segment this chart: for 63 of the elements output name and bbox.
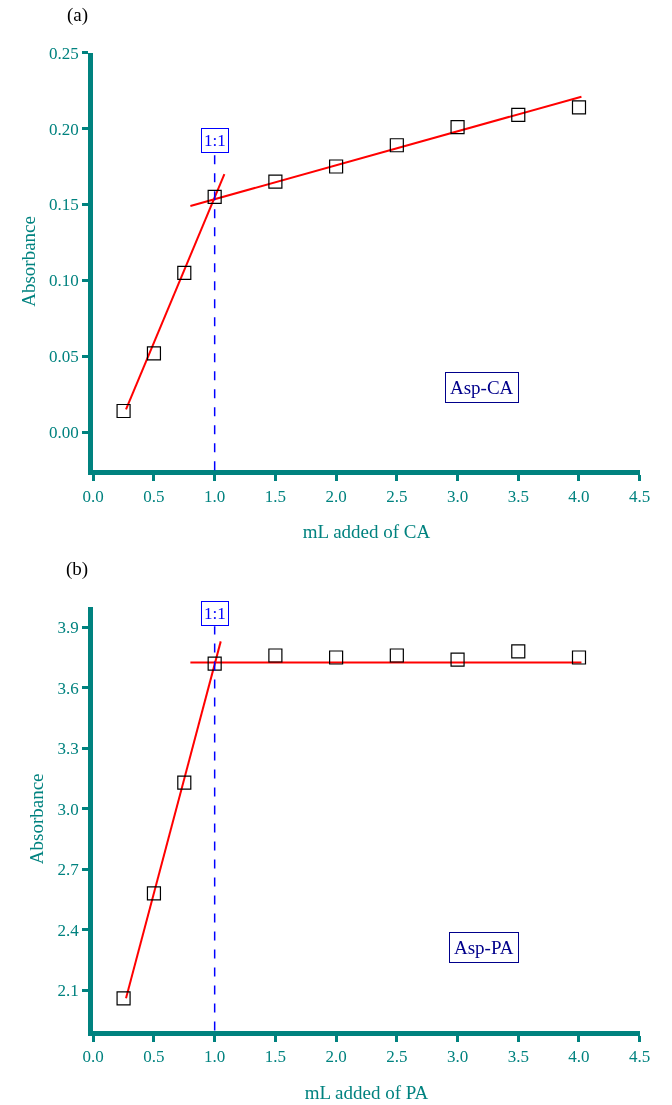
y-tick-label: 0.15	[49, 195, 79, 215]
point	[146, 346, 162, 361]
x-tick-label: 2.5	[386, 486, 408, 506]
point	[116, 991, 131, 1006]
point	[511, 644, 526, 659]
point	[571, 650, 587, 665]
y-tick-label: 3.6	[57, 678, 79, 698]
point	[389, 648, 404, 663]
x-axis-title: mL added of CA	[302, 521, 431, 543]
x-tick-label: 1.0	[204, 1047, 226, 1067]
annotation: Asp-CA	[450, 377, 514, 398]
y-tick-label: 0.20	[49, 119, 79, 139]
x-axis-title: mL added of PA	[304, 1081, 429, 1103]
chart-title: (a)	[67, 4, 89, 26]
x-tick-label: 2.0	[325, 486, 347, 506]
x-tick-label: 0.5	[143, 486, 165, 506]
x-tick-label: 0.5	[143, 1047, 165, 1067]
point	[450, 652, 465, 667]
point	[450, 119, 465, 135]
y-tick-label: 2.4	[57, 920, 80, 940]
x-tick-label: 4.0	[568, 486, 590, 506]
y-tick-label: 3.0	[57, 799, 79, 819]
y-tick-label: 2.7	[57, 860, 80, 880]
y-axis-title: Absorbance	[26, 773, 48, 865]
ref-line-label: 1:1	[204, 604, 226, 623]
y-tick-label: 0.00	[49, 423, 79, 443]
y-tick-label: 2.1	[57, 981, 79, 1001]
x-tick-label: 3.0	[446, 486, 469, 506]
x-tick-label: 1.0	[204, 486, 226, 506]
x-tick-label: 4.0	[568, 1047, 590, 1067]
x-tick-label: 2.0	[325, 1047, 347, 1067]
y-tick-label: 3.9	[57, 618, 79, 638]
y-tick-label: 3.3	[57, 739, 79, 759]
y-tick-label: 0.10	[49, 271, 79, 291]
x-tick-label: 3.5	[507, 1047, 529, 1067]
point	[268, 648, 283, 663]
ref-line-label: 1:1	[204, 131, 226, 150]
point	[268, 174, 283, 189]
point	[177, 265, 192, 280]
point	[146, 886, 162, 901]
y-tick-label: 0.05	[49, 347, 79, 367]
y-axis-title: Absorbance	[17, 216, 39, 307]
chart-title: (b)	[66, 558, 89, 580]
point	[389, 138, 404, 153]
point	[116, 403, 131, 419]
point	[571, 100, 587, 115]
x-tick-label: 4.5	[629, 486, 651, 506]
x-tick-label: 4.5	[629, 1047, 651, 1067]
annotation: Asp-PA	[454, 937, 514, 958]
point	[329, 159, 344, 174]
point	[177, 775, 192, 790]
point	[511, 107, 526, 122]
x-tick-label: 1.5	[264, 1047, 287, 1067]
point	[207, 189, 222, 204]
point	[207, 656, 222, 671]
x-tick-label: 1.5	[264, 486, 287, 506]
x-tick-label: 2.5	[386, 1047, 408, 1067]
x-tick-label: 3.5	[507, 486, 529, 506]
x-tick-label: 0.0	[82, 1047, 104, 1067]
y-tick-label: 0.25	[49, 43, 79, 63]
x-tick-label: 0.0	[82, 486, 104, 506]
x-tick-label: 3.0	[446, 1047, 469, 1067]
point	[329, 650, 344, 665]
